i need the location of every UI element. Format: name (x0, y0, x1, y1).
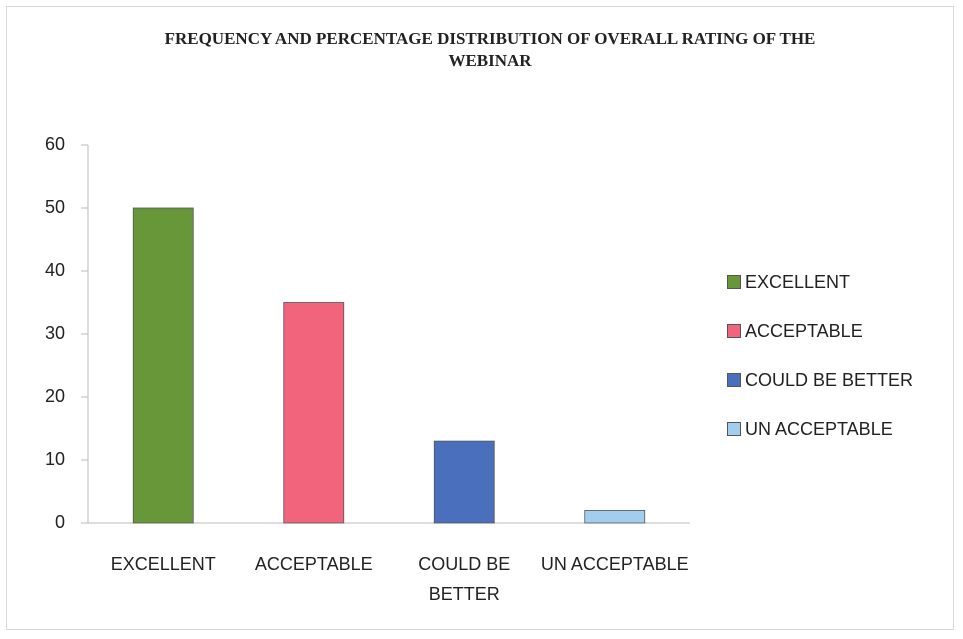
legend-entry: ACCEPTABLE (727, 321, 863, 342)
legend-entry: COULD BE BETTER (727, 370, 913, 391)
chart-frame (6, 6, 954, 630)
legend-label: UN ACCEPTABLE (745, 419, 893, 439)
legend-swatch (727, 324, 741, 338)
legend-swatch (727, 275, 741, 289)
y-tick-label: 30 (45, 323, 65, 343)
x-tick-label: COULD BE BETTER (418, 554, 511, 604)
y-tick-label: 60 (45, 134, 65, 154)
bar (132, 207, 194, 524)
y-tick-label: 20 (45, 386, 65, 406)
y-tick-label: 10 (45, 449, 65, 469)
x-tick-label: UN ACCEPTABLE (540, 554, 689, 574)
legend-swatch (727, 373, 741, 387)
bar (584, 509, 646, 524)
bar (433, 440, 495, 524)
legend-swatch (727, 422, 741, 436)
legend-entry: UN ACCEPTABLE (727, 419, 893, 440)
bar (283, 302, 345, 524)
legend-entry: EXCELLENT (727, 272, 850, 293)
legend-label: ACCEPTABLE (745, 321, 863, 341)
y-tick-label: 40 (45, 260, 65, 280)
x-tick-label: ACCEPTABLE (254, 554, 373, 574)
y-tick-label: 0 (55, 512, 65, 532)
legend-label: COULD BE BETTER (745, 370, 914, 390)
y-tick-label: 50 (45, 197, 65, 217)
legend-label: EXCELLENT (745, 272, 851, 292)
chart-title: FREQUENCY AND PERCENTAGE DISTRIBUTION OF… (164, 29, 816, 70)
x-tick-label: EXCELLENT (110, 554, 216, 574)
